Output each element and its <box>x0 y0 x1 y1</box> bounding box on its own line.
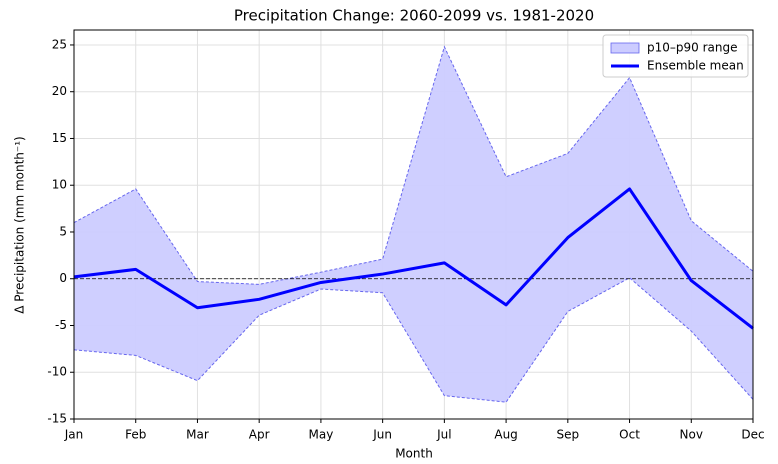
y-tick-label: 0 <box>59 271 67 285</box>
x-tick-label: Jun <box>372 428 392 442</box>
y-tick-label: 25 <box>52 37 67 51</box>
y-tick-label: -10 <box>47 365 67 379</box>
x-tick-label: Jul <box>436 428 451 442</box>
x-tick-label: Nov <box>680 428 703 442</box>
x-tick-label: Feb <box>125 428 146 442</box>
range-band <box>74 46 753 403</box>
x-tick-label: Sep <box>557 428 580 442</box>
x-tick-label: Dec <box>741 428 764 442</box>
mean-line <box>73 187 754 330</box>
band-edge <box>73 277 754 403</box>
y-axis-label: Δ Precipitation (mm month⁻¹) <box>13 136 27 314</box>
y-tick-label: 15 <box>52 131 67 145</box>
x-tick-label: Oct <box>619 428 640 442</box>
x-axis-label: Month <box>395 447 433 461</box>
x-tick-label: Jan <box>64 428 84 442</box>
legend-swatch <box>610 42 640 54</box>
x-tick-label: Apr <box>249 428 270 442</box>
legend-label: p10–p90 range <box>647 41 737 55</box>
y-tick-label: -5 <box>55 318 67 332</box>
x-tick-label: May <box>309 428 334 442</box>
y-tick-label: -15 <box>47 412 67 426</box>
plot-frame <box>73 29 754 420</box>
chart-title: Precipitation Change: 2060-2099 vs. 1981… <box>234 7 594 25</box>
legend-label: Ensemble mean <box>647 59 744 73</box>
legend: p10–p90 range Ensemble mean <box>602 34 749 78</box>
x-tick-label: Mar <box>186 428 209 442</box>
y-tick-label: 5 <box>59 224 67 238</box>
y-tick-label: 10 <box>52 178 67 192</box>
x-tick-label: Aug <box>494 428 517 442</box>
y-tick-label: 20 <box>52 84 67 98</box>
